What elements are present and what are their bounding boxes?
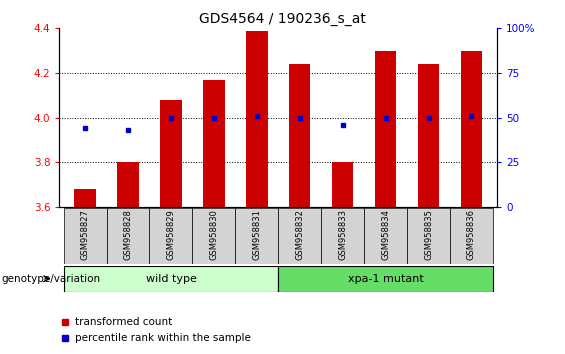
Text: GSM958829: GSM958829 <box>167 210 176 260</box>
Bar <box>321 208 364 264</box>
Bar <box>450 208 493 264</box>
Bar <box>118 162 139 207</box>
Text: wild type: wild type <box>146 274 197 284</box>
Text: xpa-1 mutant: xpa-1 mutant <box>347 274 423 284</box>
Bar <box>150 208 193 264</box>
Text: GSM958834: GSM958834 <box>381 210 390 260</box>
Bar <box>418 64 439 207</box>
Text: GSM958828: GSM958828 <box>124 210 133 260</box>
Text: genotype/variation: genotype/variation <box>1 274 100 284</box>
Bar <box>460 51 482 207</box>
Text: GSM958833: GSM958833 <box>338 210 347 261</box>
Bar <box>160 100 182 207</box>
Text: GSM958835: GSM958835 <box>424 210 433 260</box>
Text: GSM958831: GSM958831 <box>253 210 261 260</box>
Bar <box>407 208 450 264</box>
Bar <box>107 208 150 264</box>
Bar <box>193 208 236 264</box>
Text: transformed count: transformed count <box>75 317 172 327</box>
Bar <box>279 266 493 292</box>
Bar <box>75 189 96 207</box>
Bar <box>246 30 268 207</box>
Bar <box>64 266 279 292</box>
Bar <box>332 162 353 207</box>
Text: GSM958832: GSM958832 <box>295 210 304 260</box>
Text: GSM958836: GSM958836 <box>467 210 476 261</box>
Text: GDS4564 / 190236_s_at: GDS4564 / 190236_s_at <box>199 12 366 27</box>
Bar <box>64 208 107 264</box>
Bar <box>375 51 396 207</box>
Bar <box>236 208 279 264</box>
Bar <box>364 208 407 264</box>
Bar <box>289 64 310 207</box>
Text: GSM958827: GSM958827 <box>81 210 90 260</box>
Text: percentile rank within the sample: percentile rank within the sample <box>75 333 251 343</box>
Text: GSM958830: GSM958830 <box>210 210 218 260</box>
Bar <box>203 80 225 207</box>
Bar <box>279 208 321 264</box>
